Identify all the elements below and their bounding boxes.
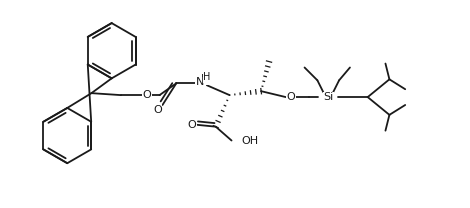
- Text: Si: Si: [323, 92, 333, 102]
- Text: O: O: [188, 120, 196, 130]
- Text: H: H: [203, 72, 211, 82]
- Text: O: O: [142, 90, 151, 100]
- Text: O: O: [286, 92, 295, 102]
- Text: OH: OH: [242, 135, 258, 146]
- Text: N: N: [197, 78, 205, 88]
- Text: O: O: [153, 105, 162, 115]
- Text: N: N: [196, 77, 204, 87]
- Text: H: H: [201, 74, 209, 84]
